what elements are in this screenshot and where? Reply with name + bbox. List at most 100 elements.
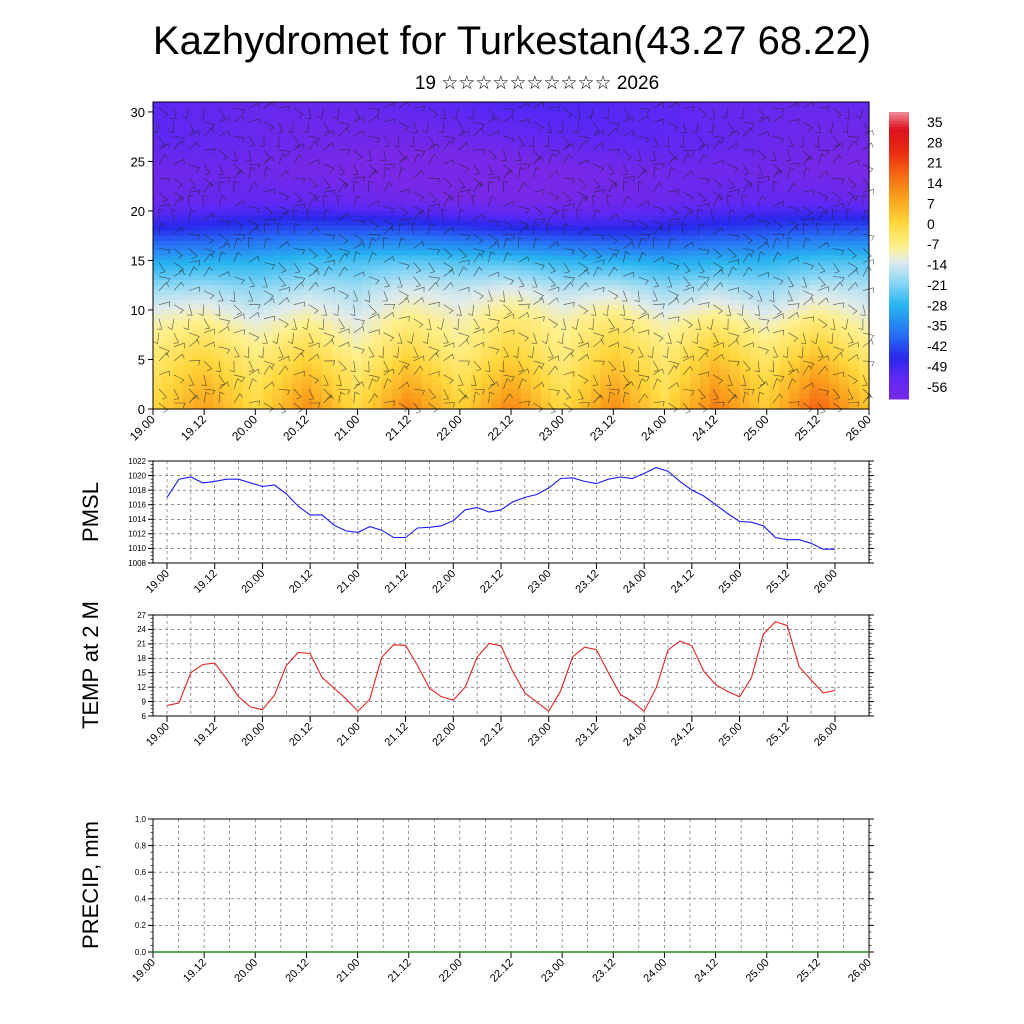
heatmap-cell	[670, 270, 681, 276]
heatmap-cell	[252, 354, 263, 361]
wind-barb	[608, 149, 620, 155]
wind-barb	[451, 107, 459, 120]
wind-barb	[458, 178, 466, 189]
heatmap-cell	[550, 344, 562, 351]
heatmap-cell	[391, 230, 403, 237]
heatmap-cell	[252, 191, 263, 197]
wind-barb	[233, 237, 242, 249]
heatmap-cell	[560, 176, 572, 182]
heatmap-cell	[222, 210, 234, 217]
heatmap-cell	[520, 126, 532, 133]
heatmap-cell	[600, 141, 612, 148]
heatmap-cell	[212, 201, 224, 207]
heatmap-cell	[530, 215, 542, 222]
heatmap-cell	[660, 265, 671, 271]
heatmap-cell	[322, 339, 333, 346]
heatmap-cell	[739, 255, 751, 262]
wind-barb	[575, 107, 581, 120]
heatmap-cell	[491, 230, 502, 237]
heatmap-cell	[431, 166, 442, 172]
heatmap-cell	[381, 329, 393, 336]
heatmap-cell	[789, 305, 800, 311]
heatmap-cell	[232, 260, 244, 266]
heatmap-cell	[749, 314, 761, 321]
heatmap-cell	[789, 141, 800, 148]
heatmap-cell	[839, 404, 850, 410]
heatmap-cell	[481, 270, 492, 276]
heatmap-cell	[153, 136, 164, 143]
heatmap-cell	[699, 364, 711, 370]
heatmap-cell	[580, 295, 592, 301]
heatmap-cell	[739, 136, 751, 143]
heatmap-cell	[431, 399, 442, 405]
wind-barb	[488, 116, 500, 123]
heatmap-cell	[680, 399, 691, 405]
heatmap-cell	[560, 290, 572, 296]
heatmap-cell	[441, 399, 452, 405]
heatmap-cell	[192, 136, 204, 143]
heatmap-cell	[351, 106, 363, 113]
heatmap-cell	[540, 309, 552, 316]
heatmap-cell	[580, 161, 592, 167]
heatmap-cell	[670, 131, 681, 138]
wind-barb	[458, 189, 470, 195]
heatmap-cell	[849, 191, 860, 197]
wind-barb	[691, 121, 699, 134]
wind-barb	[383, 226, 394, 235]
heatmap-cell	[530, 245, 542, 252]
heatmap-cell	[302, 300, 313, 306]
heatmap-cell	[550, 359, 562, 366]
wind-barb	[803, 217, 815, 224]
heatmap-cell	[272, 141, 283, 148]
heatmap-cell	[690, 166, 701, 172]
wind-barb	[158, 192, 168, 203]
heatmap-cell	[322, 220, 333, 227]
heatmap-cell	[769, 121, 781, 128]
heatmap-cell	[690, 250, 701, 257]
heatmap-cell	[829, 364, 840, 370]
heatmap-cell	[600, 339, 612, 346]
heatmap-cell	[431, 191, 442, 197]
heatmap-cell	[481, 191, 492, 197]
heatmap-cell	[520, 186, 532, 192]
heatmap-cell	[789, 250, 800, 257]
heatmap-cell	[620, 245, 631, 252]
heatmap-cell	[391, 275, 403, 281]
heatmap-cell	[322, 364, 333, 370]
wind-barb	[203, 182, 214, 193]
heatmap-cell	[809, 379, 820, 385]
heatmap-cell	[779, 300, 791, 306]
heatmap-cell	[332, 106, 343, 113]
wind-barb	[473, 177, 484, 188]
heatmap-cell	[401, 344, 413, 351]
heatmap-cell	[600, 116, 612, 123]
heatmap-cell	[650, 156, 661, 163]
wind-barb	[738, 107, 744, 120]
heatmap-cell	[650, 309, 661, 316]
heatmap-cell	[670, 161, 681, 167]
heatmap-cell	[530, 369, 542, 375]
heatmap-cell	[789, 354, 800, 361]
heatmap-cell	[322, 344, 333, 351]
heatmap-cell	[819, 191, 830, 197]
heatmap-cell	[759, 116, 771, 123]
heatmap-cell	[570, 176, 582, 182]
heatmap-cell	[411, 379, 423, 385]
heatmap-cell	[172, 201, 184, 207]
heatmap-cell	[401, 359, 413, 366]
heatmap-cell	[610, 399, 621, 405]
heatmap-cell	[272, 334, 283, 341]
heatmap-cell	[779, 290, 791, 296]
heatmap-cell	[451, 191, 462, 197]
heatmap-cell	[829, 305, 840, 311]
heatmap-cell	[640, 255, 651, 262]
heatmap-cell	[491, 265, 502, 271]
heatmap-cell	[252, 349, 263, 356]
heatmap-cell	[759, 260, 771, 266]
heatmap-cell	[292, 344, 303, 351]
heatmap-cell	[511, 329, 522, 336]
heatmap-cell	[471, 265, 482, 271]
heatmap-cell	[441, 314, 452, 321]
wind-barb	[188, 130, 200, 137]
wind-barb	[323, 163, 335, 173]
